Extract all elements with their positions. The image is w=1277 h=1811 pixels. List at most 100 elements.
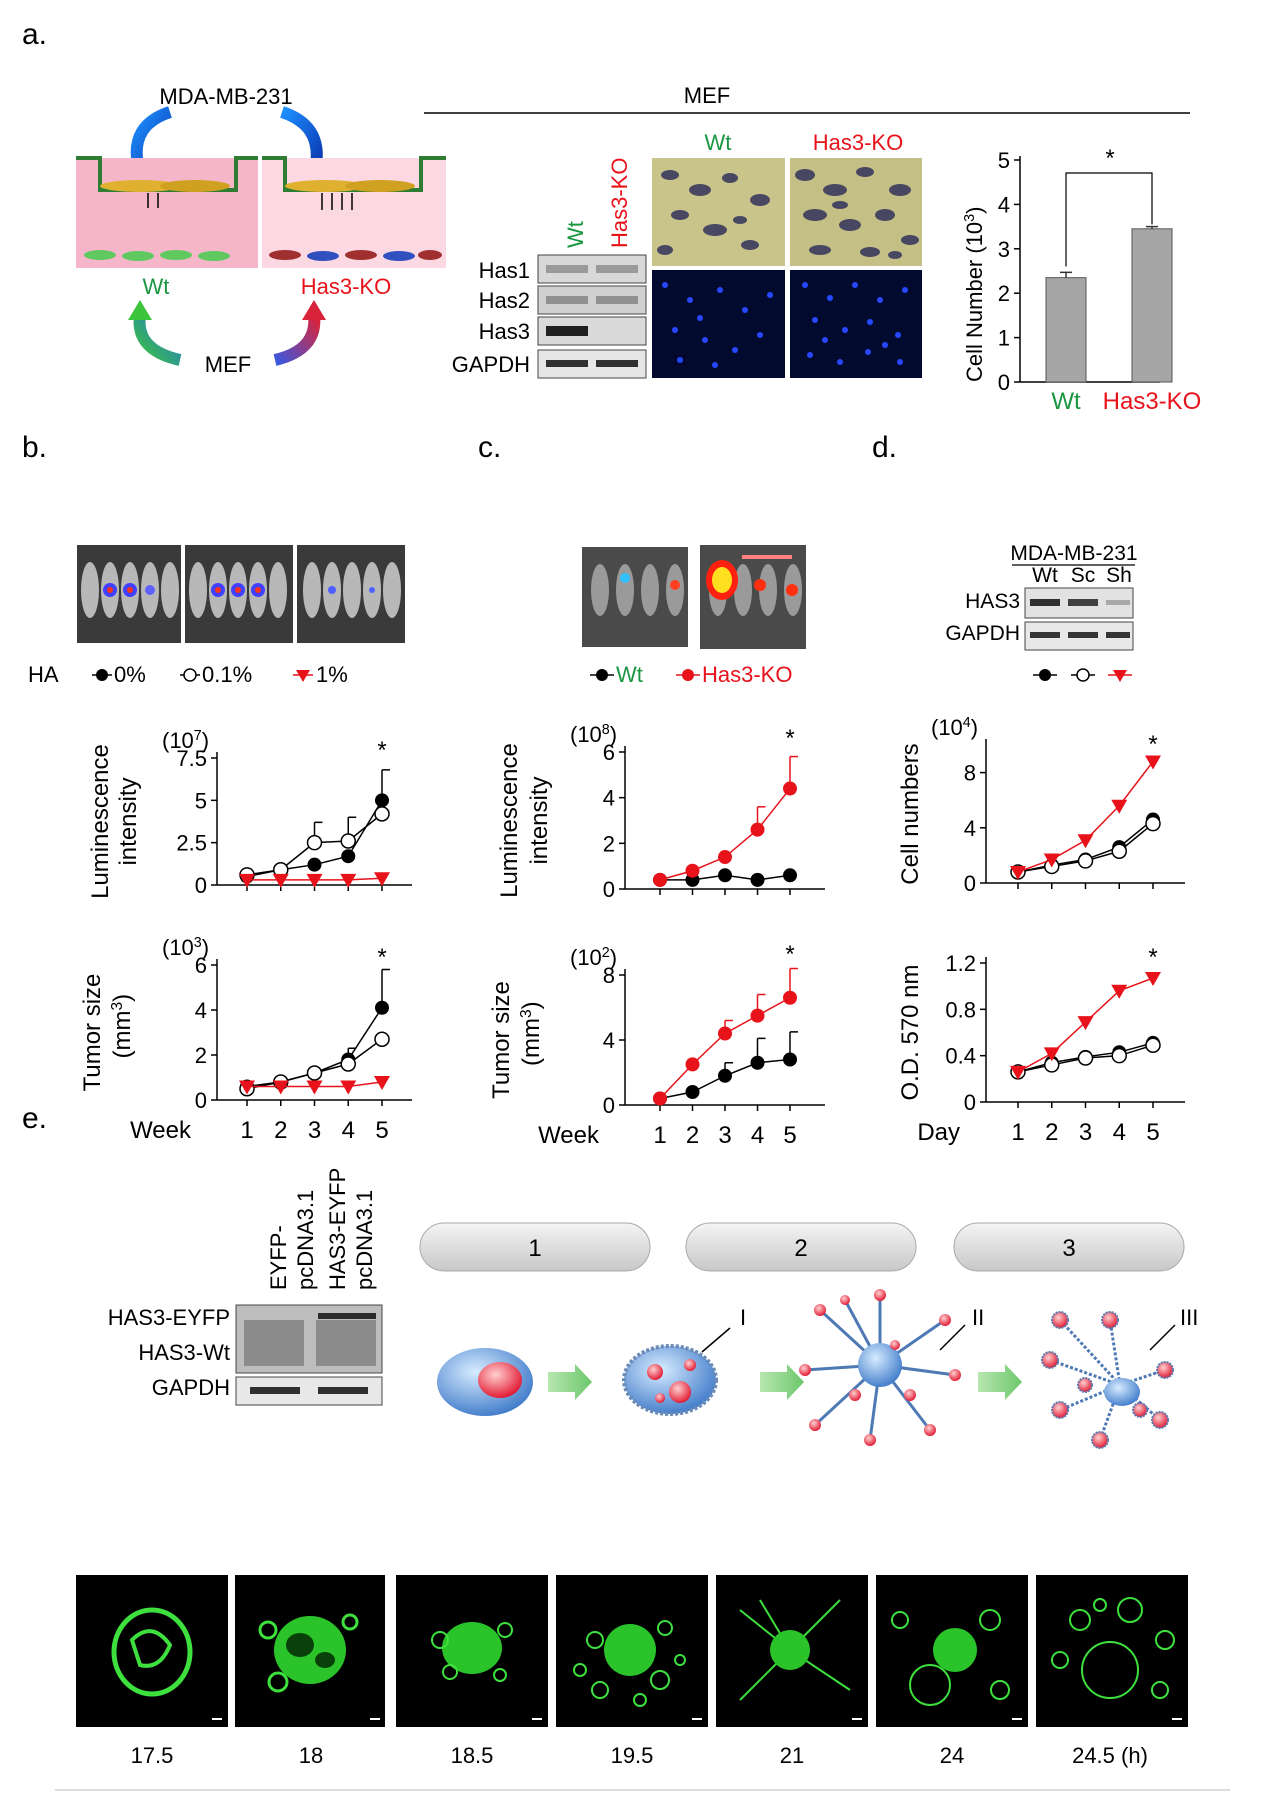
y-axis-label: Tumor size [79,974,106,1092]
y-tick-label: 3 [998,237,1010,262]
time-label: 24 [940,1743,964,1768]
arrow-icon [130,106,173,167]
mouse-imaging-c [582,545,806,649]
stage-label: 3 [1062,1235,1075,1262]
y-axis-label: intensity [115,777,142,865]
data-point [1145,755,1161,770]
y-tick-label: 7.5 [176,746,207,771]
line-chart-d-cell-numbers: 0 4 8 (104) Cell numbers * [897,715,1185,896]
data-point [718,850,732,865]
data-point [306,873,323,888]
arrow-icon [279,106,323,166]
blot-row-label: HAS3-EYFP [108,1305,230,1330]
data-point [750,822,765,837]
micrograph-grid [652,158,922,378]
y-tick-label: 1.2 [945,951,976,976]
x-tick-label: 2 [274,1117,287,1144]
y-exponent-label: (102) [570,945,617,970]
well-label-ko: Has3-KO [301,274,391,299]
x-axis-label: Week [130,1117,192,1144]
y-tick-label: 0.4 [945,1044,976,1069]
data-point [783,868,797,883]
timelapse-strip [76,1575,1188,1727]
data-point [375,793,389,808]
y-tick-label: 2 [603,831,615,856]
arrow-right-icon [548,1364,592,1400]
data-point [1010,1065,1026,1080]
blot-row-label: GAPDH [452,352,530,377]
x-tick-label: 1 [240,1117,253,1144]
blot-lane: Sc [1071,564,1096,587]
time-label: 18 [299,1743,323,1768]
y-tick-label: 2 [195,1043,207,1068]
data-point [750,1055,765,1070]
arrow-head-icon [128,300,152,320]
significance-star: * [1148,731,1157,758]
legend-item: Has3-KO [702,662,792,687]
legend-item: Wt [616,662,643,687]
data-point [653,1091,667,1106]
x-category-label: Has3-KO [1103,388,1202,415]
x-tick-label: 4 [342,1117,355,1144]
micro-label-ko: Has3-KO [813,130,903,155]
data-point [653,872,667,887]
legend-item: 0.1% [202,662,252,687]
blot-col-ko: Has3-KO [607,158,632,248]
data-point [750,1008,765,1023]
blot-col-wt: Wt [563,221,588,248]
x-tick-label: 4 [751,1122,764,1149]
blot-row-label: HAS3 [965,590,1020,613]
time-label: 24.5 (h) [1072,1743,1148,1768]
blot-row-label: GAPDH [945,622,1020,645]
data-point [1111,984,1128,999]
mef-header: MEF [684,83,730,108]
y-exponent-label: (104) [931,715,978,740]
blot-lane: pcDNA3.1 [352,1190,377,1290]
data-point [1145,972,1161,987]
cell-schematic: I II III [437,1289,1198,1449]
y-tick-label: 0 [603,1093,615,1118]
mef-label: MEF [205,352,251,377]
y-axis-unit: (mm3) [518,1001,545,1066]
panel-label-d: d. [872,431,897,464]
data-point [340,833,356,849]
data-point [341,849,356,864]
panel-label-b: b. [22,431,47,464]
data-point [306,1080,323,1095]
x-axis-label: Week [538,1122,600,1149]
data-point [783,781,797,796]
y-tick-label: 4 [603,786,615,811]
stage-pills: 1 2 3 [419,1222,1185,1272]
data-point [1043,1047,1060,1062]
data-point [1111,799,1128,814]
arrow-right-icon [978,1364,1022,1400]
arrow-icon [133,314,182,366]
data-point [374,872,390,887]
bar [1131,228,1173,383]
series-line [659,788,791,881]
y-tick-label: 1 [998,326,1010,351]
y-tick-label: 5 [195,788,207,813]
panel-label-e: e. [22,1102,47,1135]
y-tick-label: 4 [603,1028,615,1053]
x-tick-label: 1 [1011,1119,1024,1146]
blot-lane: Wt [1032,564,1058,587]
data-point [1077,853,1094,869]
y-tick-label: 8 [603,963,615,988]
data-point [718,1068,732,1083]
cell-icon [1104,1378,1140,1406]
y-tick-label: 0 [603,877,615,902]
roman-label: II [972,1305,984,1330]
data-point [685,1085,700,1099]
data-point [1145,815,1161,832]
data-point [340,873,357,888]
panel-label-c: c. [478,431,501,464]
y-tick-label: 2.5 [176,831,207,856]
arrow-icon [273,314,321,366]
timelapse-times: 17.5 18 18.5 19.5 21 24 24.5 (h) [131,1743,1148,1768]
y-tick-label: 6 [603,740,615,765]
legend-b: HA 0% 0.1% 1% [28,662,348,687]
y-tick-label: 0.8 [945,997,976,1022]
data-point [1145,1037,1161,1053]
data-point [783,1052,797,1067]
